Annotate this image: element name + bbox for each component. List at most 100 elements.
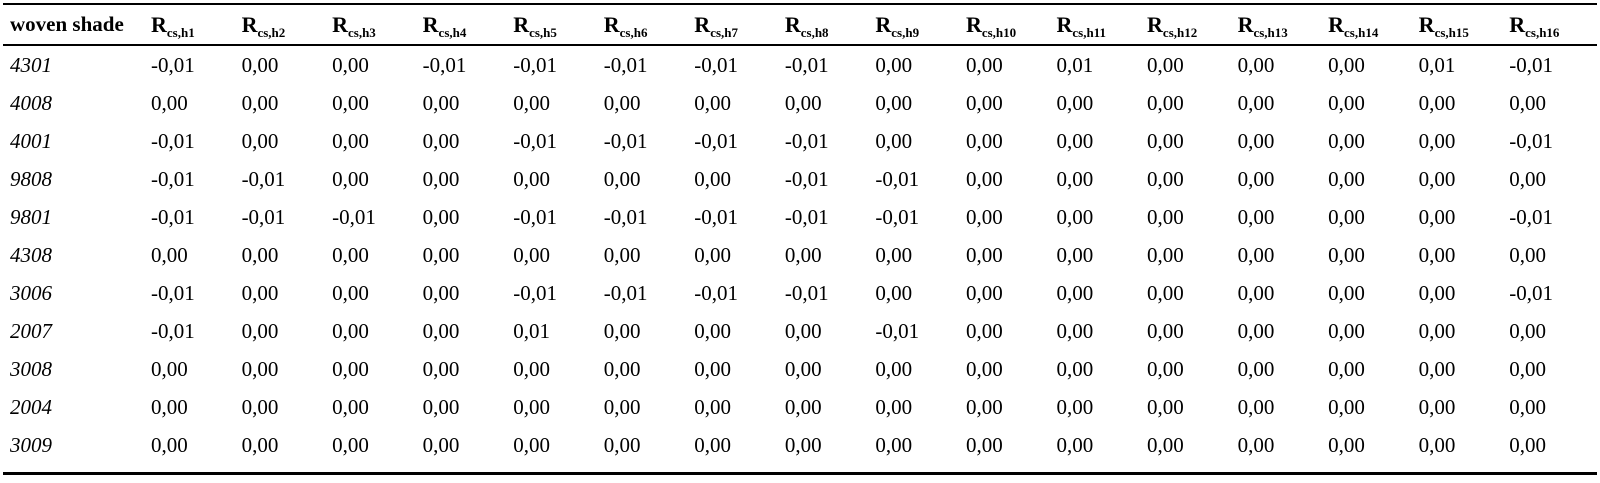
value-cell: 0,00 [784, 90, 822, 115]
column-header-subscript: cs,h6 [619, 24, 648, 40]
column-header-symbol: R [1237, 11, 1254, 37]
value-cell: 0,00 [1418, 318, 1456, 343]
table-row: 2004 0,00 0,00 0,00 0,00 0,00 0,00 0,00 0,00 0,00… [0, 388, 1600, 426]
table-row: 3006 -0,01 0,00 0,00 0,00 -0,01 -0,01 -0,01 -0,0… [0, 274, 1600, 312]
value-cell: 0,00 [875, 90, 913, 115]
value-cell: 0,00 [694, 356, 732, 381]
value-cell: 0,00 [603, 166, 641, 191]
value-cell: 0,00 [784, 394, 822, 419]
column-header-symbol: R [965, 11, 982, 37]
column-header-symbol: R [1056, 11, 1073, 37]
table-row: 9808 -0,01 -0,01 0,00 0,00 0,00 0,00 0,00 -0,01 -… [0, 160, 1600, 198]
value-cell: -0,01 [422, 52, 467, 77]
value-cell: -0,01 [1509, 128, 1553, 153]
value-cell: 0,00 [1328, 394, 1365, 419]
value-cell: 0,00 [332, 318, 369, 343]
value-cell: 0,00 [1237, 280, 1275, 305]
value-cell: 0,00 [694, 432, 732, 457]
value-cell: 0,00 [603, 242, 641, 267]
column-header-symbol: R [241, 11, 258, 37]
table-row: 3008 0,00 0,00 0,00 0,00 0,00 0,00 0,00 0,00 0,00… [0, 350, 1600, 388]
value-cell: 0,00 [1147, 52, 1184, 77]
value-cell: -0,01 [513, 128, 557, 153]
value-cell: -0,01 [513, 204, 557, 229]
value-cell: 0,00 [513, 90, 550, 115]
value-cell: -0,01 [241, 204, 286, 229]
value-cell: 0,00 [965, 204, 1003, 229]
column-header: Rcs,h11 [1056, 5, 1147, 44]
value-cell: 0,00 [1418, 280, 1456, 305]
value-cell: 0,00 [875, 242, 913, 267]
value-cell: 0,00 [1056, 242, 1094, 267]
value-cell: 0,00 [332, 128, 369, 153]
value-cell: 0,00 [332, 394, 369, 419]
value-cell: -0,01 [875, 204, 920, 229]
value-cell: -0,01 [603, 204, 648, 229]
value-cell: 0,00 [1147, 280, 1184, 305]
value-cell: 0,00 [422, 242, 460, 267]
value-cell: 0,00 [151, 432, 188, 457]
value-cell: 0,00 [151, 90, 188, 115]
value-cell: 0,00 [151, 394, 188, 419]
table-header-row: woven shade Rcs,h1 Rcs,h2 Rcs,h3 Rcs,h4 Rcs,… [0, 5, 1600, 44]
value-cell: 0,00 [1418, 204, 1456, 229]
value-cell: 0,00 [784, 318, 822, 343]
column-header-subscript: cs,h3 [348, 24, 376, 40]
value-cell: 0,00 [1509, 242, 1546, 267]
value-cell: 0,00 [1328, 128, 1365, 153]
column-header: Rcs,h4 [423, 5, 514, 44]
value-cell: 0,00 [1328, 204, 1365, 229]
value-cell: -0,01 [875, 166, 920, 191]
value-cell: 0,00 [1056, 128, 1094, 153]
value-cell: 0,00 [332, 52, 369, 77]
value-cell: -0,01 [694, 280, 739, 305]
value-cell: 0,00 [1509, 166, 1546, 191]
value-cell: 0,00 [965, 128, 1003, 153]
value-cell: 0,00 [1237, 432, 1275, 457]
table-row: 9801 -0,01 -0,01 -0,01 0,00 -0,01 -0,01 -0,01 -0… [0, 198, 1600, 236]
value-cell: 0,00 [1328, 432, 1365, 457]
column-header-symbol: R [784, 11, 801, 37]
column-header-subscript: cs,h11 [1072, 24, 1106, 40]
value-cell: 0,00 [784, 432, 822, 457]
table-row: 3009 0,00 0,00 0,00 0,00 0,00 0,00 0,00 0,00 0,00… [0, 426, 1600, 464]
value-cell: 0,00 [1237, 394, 1275, 419]
value-cell: 0,00 [1147, 166, 1184, 191]
value-cell: 0,00 [422, 90, 460, 115]
shade-id-cell: 2007 [10, 318, 52, 343]
value-cell: 0,00 [1328, 52, 1365, 77]
value-cell: 0,00 [241, 242, 279, 267]
table-header-rule [3, 44, 1597, 46]
column-header: Rcs,h6 [604, 5, 695, 44]
value-cell: 0,00 [1509, 318, 1546, 343]
shade-id-cell: 2004 [10, 394, 52, 419]
value-cell: 0,00 [422, 128, 460, 153]
column-header-subscript: cs,h5 [529, 24, 557, 40]
table-row: 2007 -0,01 0,00 0,00 0,00 0,01 0,00 0,00 0,00 -0,… [0, 312, 1600, 350]
column-header-symbol: R [422, 11, 439, 37]
value-cell: -0,01 [151, 166, 195, 191]
value-cell: 0,00 [1056, 166, 1094, 191]
value-cell: 0,00 [1509, 90, 1546, 115]
value-cell: -0,01 [784, 166, 829, 191]
value-cell: 0,00 [422, 356, 460, 381]
value-cell: 0,00 [1056, 90, 1094, 115]
value-cell: 0,00 [1147, 318, 1184, 343]
value-cell: 0,00 [1237, 318, 1275, 343]
correlation-table: woven shade Rcs,h1 Rcs,h2 Rcs,h3 Rcs,h4 Rcs,… [0, 5, 1600, 464]
column-header-symbol: R [1328, 11, 1345, 37]
column-header-subscript: cs,h4 [438, 24, 467, 40]
value-cell: -0,01 [151, 128, 195, 153]
column-header-subscript: cs,h12 [1162, 24, 1198, 40]
value-cell: 0,00 [694, 166, 732, 191]
value-cell: -0,01 [784, 204, 829, 229]
value-cell: -0,01 [332, 204, 376, 229]
shade-id-cell: 4301 [10, 52, 52, 77]
value-cell: 0,00 [422, 318, 460, 343]
shade-id-cell: 9808 [10, 166, 52, 191]
value-cell: 0,01 [1056, 52, 1094, 77]
value-cell: -0,01 [151, 280, 195, 305]
column-header: Rcs,h16 [1509, 5, 1600, 44]
value-cell: 0,01 [513, 318, 550, 343]
value-cell: 0,00 [1418, 166, 1456, 191]
